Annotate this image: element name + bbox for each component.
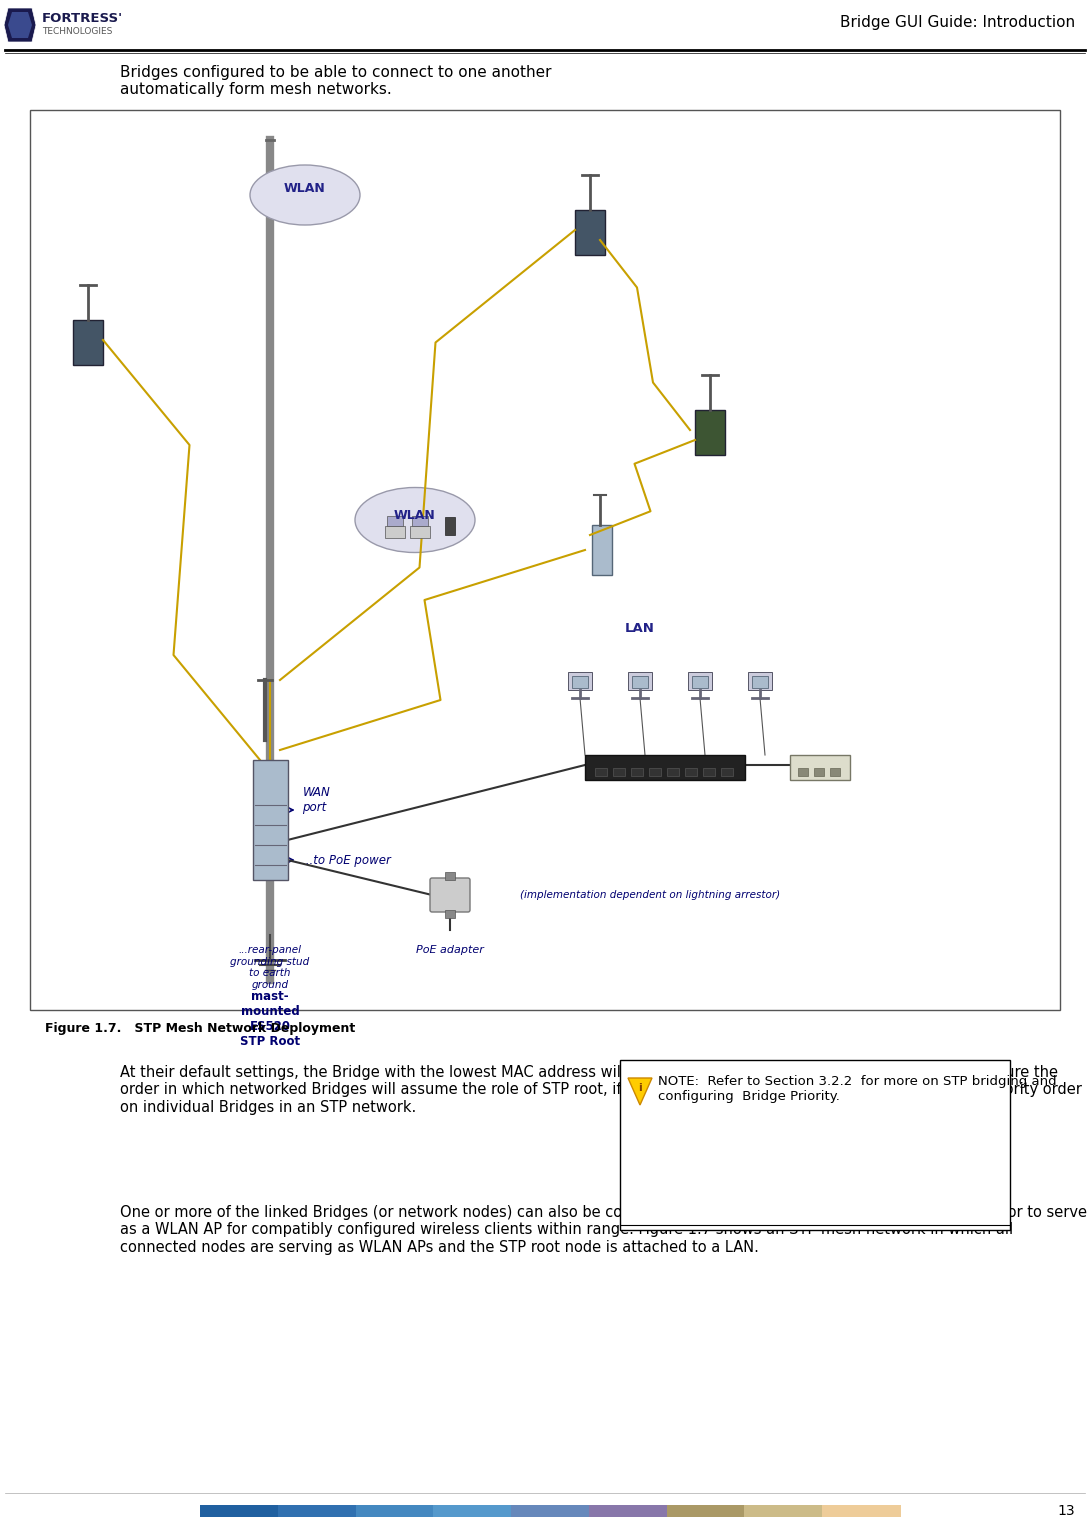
Bar — [692, 676, 708, 688]
Bar — [748, 672, 772, 690]
Text: NOTE:  Refer to Section 3.2.2  for more on STP bridging and configuring  Bridge : NOTE: Refer to Section 3.2.2 for more on… — [658, 1075, 1056, 1103]
Bar — [613, 768, 625, 777]
Bar — [798, 768, 808, 777]
Bar — [814, 768, 824, 777]
Bar — [73, 320, 102, 366]
Ellipse shape — [250, 164, 360, 225]
Bar — [695, 410, 725, 455]
Bar — [720, 768, 732, 777]
Bar — [387, 516, 403, 525]
Text: LAN: LAN — [625, 621, 655, 635]
Text: PoE adapter: PoE adapter — [416, 944, 484, 955]
Bar — [790, 755, 850, 780]
Bar — [667, 768, 679, 777]
Bar — [385, 525, 405, 538]
Bar — [355, 1505, 434, 1517]
Text: At their default settings, the Bridge with the lowest MAC address will serve as : At their default settings, the Bridge wi… — [120, 1065, 1082, 1115]
Bar — [829, 768, 840, 777]
Bar — [595, 768, 607, 777]
Bar — [410, 525, 429, 538]
Bar — [822, 1505, 901, 1517]
Text: i: i — [638, 1083, 642, 1094]
Text: ...rear-panel
grounding stud
to earth
ground: ...rear-panel grounding stud to earth gr… — [230, 944, 310, 990]
Text: WAN
port: WAN port — [303, 786, 330, 813]
Text: ...to PoE power: ...to PoE power — [303, 853, 391, 867]
Bar — [631, 768, 643, 777]
Bar — [685, 768, 697, 777]
Bar — [568, 672, 592, 690]
Bar — [445, 516, 455, 535]
Polygon shape — [8, 12, 32, 38]
Polygon shape — [4, 8, 36, 43]
Text: FORTRESS': FORTRESS' — [43, 12, 123, 24]
Bar — [667, 1505, 746, 1517]
Bar — [253, 760, 288, 880]
Text: WLAN: WLAN — [284, 181, 326, 195]
Bar — [576, 210, 605, 254]
Bar — [632, 676, 647, 688]
Text: Figure 1.7.   STP Mesh Network Deployment: Figure 1.7. STP Mesh Network Deployment — [45, 1022, 355, 1036]
Text: (implementation dependent on lightning arrestor): (implementation dependent on lightning a… — [520, 889, 780, 900]
Bar — [752, 676, 768, 688]
Bar — [649, 768, 661, 777]
FancyBboxPatch shape — [429, 877, 470, 912]
Text: 13: 13 — [1057, 1505, 1075, 1518]
Text: mast-
mounted
ES520
STP Root: mast- mounted ES520 STP Root — [240, 990, 300, 1048]
Text: Bridges configured to be able to connect to one another
automatically form mesh : Bridges configured to be able to connect… — [120, 65, 552, 97]
Text: WLAN: WLAN — [395, 509, 436, 521]
Text: TECHNOLOGIES: TECHNOLOGIES — [43, 27, 112, 37]
Bar — [592, 525, 611, 576]
Bar — [445, 911, 455, 918]
Bar — [620, 1060, 1010, 1231]
Ellipse shape — [355, 487, 475, 553]
Bar — [703, 768, 715, 777]
Bar — [572, 676, 588, 688]
Text: One or more of the linked Bridges (or network nodes) can also be configured to c: One or more of the linked Bridges (or ne… — [120, 1205, 1087, 1255]
Bar — [688, 672, 712, 690]
Text: Bridge GUI Guide: Introduction: Bridge GUI Guide: Introduction — [840, 15, 1075, 29]
Polygon shape — [628, 1078, 652, 1106]
Bar — [31, 110, 1059, 1010]
Bar — [511, 1505, 590, 1517]
Bar — [585, 755, 744, 780]
Bar — [445, 873, 455, 880]
Bar — [434, 1505, 512, 1517]
Bar — [199, 1505, 279, 1517]
Bar — [412, 516, 428, 525]
Bar — [628, 672, 652, 690]
Bar — [278, 1505, 356, 1517]
Bar — [589, 1505, 668, 1517]
Bar — [744, 1505, 823, 1517]
